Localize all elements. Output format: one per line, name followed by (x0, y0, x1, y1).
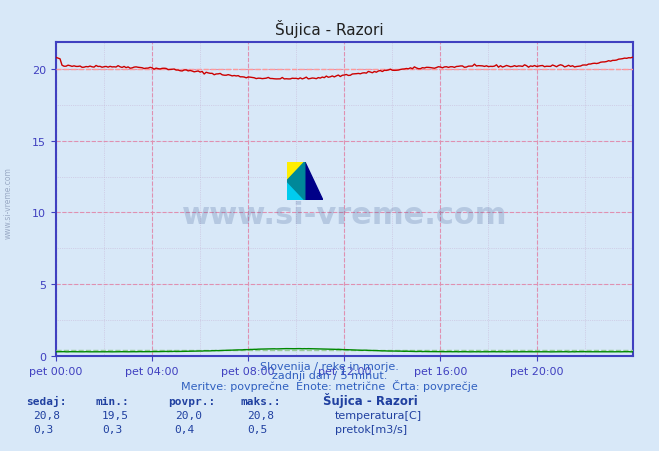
Bar (287, 162, 304, 181)
Text: 0,4: 0,4 (175, 424, 195, 434)
Text: temperatura[C]: temperatura[C] (335, 410, 422, 420)
Text: Meritve: povprečne  Enote: metrične  Črta: povprečje: Meritve: povprečne Enote: metrične Črta:… (181, 379, 478, 391)
Text: Slovenija / reke in morje.: Slovenija / reke in morje. (260, 361, 399, 371)
Text: 20,0: 20,0 (175, 410, 202, 420)
Text: Šujica - Razori: Šujica - Razori (323, 391, 418, 407)
Text: sedaj:: sedaj: (26, 395, 67, 405)
Text: Šujica - Razori: Šujica - Razori (275, 20, 384, 38)
Text: 0,3: 0,3 (102, 424, 123, 434)
Polygon shape (304, 162, 323, 201)
Text: 0,5: 0,5 (247, 424, 268, 434)
Text: povpr.:: povpr.: (168, 396, 215, 405)
Text: 19,5: 19,5 (102, 410, 129, 420)
Text: 20,8: 20,8 (247, 410, 274, 420)
Polygon shape (287, 162, 304, 201)
Text: min.:: min.: (96, 396, 129, 405)
Text: pretok[m3/s]: pretok[m3/s] (335, 423, 407, 433)
Text: 20,8: 20,8 (33, 410, 60, 420)
Text: maks.:: maks.: (241, 396, 281, 405)
Text: www.si-vreme.com: www.si-vreme.com (4, 167, 13, 239)
Text: www.si-vreme.com: www.si-vreme.com (182, 201, 507, 230)
Bar (287, 181, 304, 201)
Text: zadnji dan / 5 minut.: zadnji dan / 5 minut. (272, 370, 387, 380)
Text: 0,3: 0,3 (33, 424, 53, 434)
